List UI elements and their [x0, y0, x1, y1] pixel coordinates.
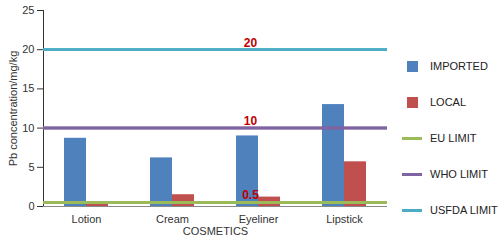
svg-text:Lotion: Lotion [72, 213, 102, 225]
svg-text:Cream: Cream [156, 213, 189, 225]
svg-text:Pb concentration/mg/kg: Pb concentration/mg/kg [7, 51, 19, 167]
html-text:IMPORTED: IMPORTED [430, 60, 488, 72]
svg-text:25: 25 [22, 4, 34, 16]
svg-text:COSMETICS: COSMETICS [183, 225, 248, 236]
html-text:WHO LIMIT: WHO LIMIT [430, 168, 489, 180]
svg-text:20: 20 [22, 43, 34, 55]
svg-text:15: 15 [22, 82, 34, 94]
svg-text:0: 0 [28, 200, 34, 212]
svg-text:0.5: 0.5 [242, 188, 259, 202]
html-text:USFDA LIMIT: USFDA LIMIT [430, 204, 498, 216]
html-text:EU LIMIT: EU LIMIT [430, 132, 477, 144]
svg-text:Eyeliner: Eyeliner [239, 213, 279, 225]
svg-text:20: 20 [244, 36, 258, 50]
svg-text:Lipstick: Lipstick [326, 213, 363, 225]
svg-text:5: 5 [28, 161, 34, 173]
svg-text:10: 10 [22, 122, 34, 134]
html-text:LOCAL: LOCAL [430, 96, 467, 108]
svg-text:10: 10 [244, 114, 258, 128]
